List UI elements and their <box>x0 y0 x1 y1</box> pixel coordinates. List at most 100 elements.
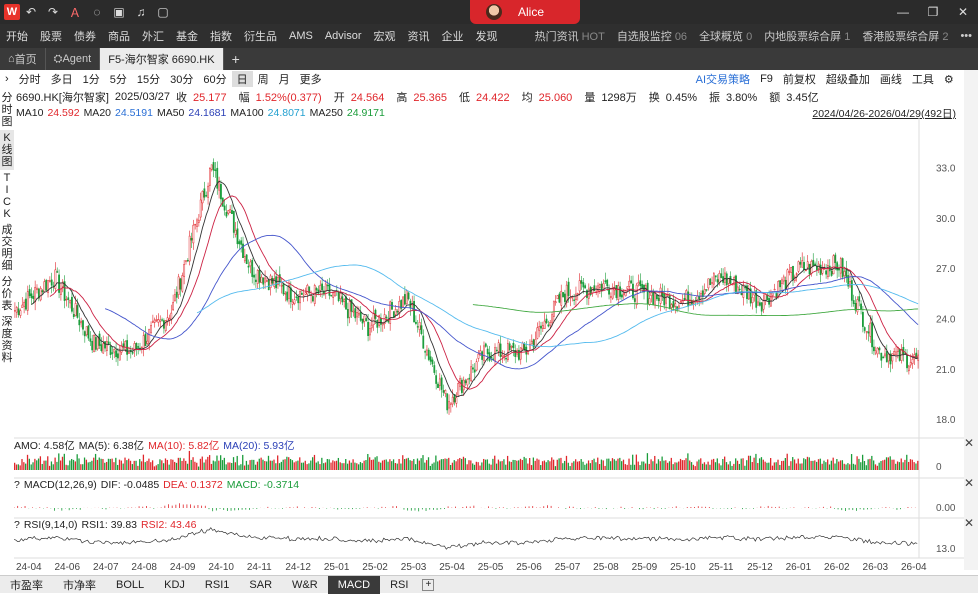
tab-home[interactable]: ⌂ 首页 <box>0 48 46 70</box>
volume-bar <box>573 461 575 470</box>
period-button[interactable]: 15分 <box>136 74 161 86</box>
indicator-tab[interactable]: KDJ <box>164 578 185 591</box>
tool-button[interactable]: 画线 <box>879 74 902 86</box>
volume-bar <box>659 461 661 470</box>
settings-icon[interactable]: ⚙ <box>943 73 954 86</box>
menu-item[interactable]: Advisor <box>324 30 362 42</box>
monitor-icon[interactable]: ▣ <box>113 5 125 19</box>
menu-item[interactable]: 基金 <box>176 31 198 43</box>
tool-button[interactable]: 前复权 <box>782 74 816 86</box>
period-button[interactable]: 5分 <box>109 74 127 86</box>
tool-button[interactable]: 超级叠加 <box>825 74 870 86</box>
candle-body <box>512 342 515 349</box>
period-button[interactable]: 30分 <box>170 74 194 86</box>
right-scrollbar[interactable] <box>964 70 978 570</box>
candle-body <box>481 351 484 360</box>
undo-icon[interactable]: ↶ <box>25 5 37 19</box>
view-tab[interactable]: 分时图 <box>1 92 13 128</box>
volume-bar <box>14 462 16 470</box>
candle-body <box>30 293 33 299</box>
menu-item[interactable]: 指数 <box>210 31 232 43</box>
period-button[interactable]: 分时 <box>18 74 41 86</box>
period-button[interactable]: 周 <box>257 74 269 86</box>
menu-item[interactable]: 资讯 <box>407 31 430 43</box>
chat-icon[interactable]: ◌ <box>93 5 101 19</box>
menu-item[interactable]: 衍生品 <box>244 31 277 43</box>
quick-link[interactable]: 全球概览 0 <box>699 31 753 43</box>
candle-body <box>214 169 217 172</box>
candle-body <box>836 262 839 271</box>
menu-item[interactable]: 企业 <box>441 31 464 43</box>
volume-bar <box>541 461 544 470</box>
volume-bar <box>247 464 249 470</box>
menu-item[interactable]: 股票 <box>40 31 62 43</box>
period-button[interactable]: 月 <box>278 74 290 86</box>
add-tab-icon[interactable]: + <box>231 51 240 67</box>
close-icon[interactable]: ✕ <box>957 5 969 19</box>
volume-bar <box>61 456 64 470</box>
layout-icon[interactable]: ▢ <box>157 5 169 19</box>
candle-body <box>898 348 901 361</box>
tab-stock[interactable]: F5-海尔智家 6690.HK <box>100 48 224 70</box>
volume-bar <box>186 463 189 470</box>
indicator-tab[interactable]: SAR <box>249 578 273 591</box>
period-button[interactable]: 60分 <box>203 74 227 86</box>
tool-button[interactable]: 工具 <box>911 74 934 86</box>
volume-bar <box>100 458 102 470</box>
restore-icon[interactable]: ❐ <box>927 5 939 19</box>
bell-icon[interactable]: ♫ <box>136 5 146 19</box>
quick-link[interactable]: 香港股票综合屏 2 <box>862 31 949 43</box>
help-icon[interactable]: ? <box>14 479 20 491</box>
indicator-tab[interactable]: RSI1 <box>204 578 230 591</box>
volume-bar <box>799 463 801 470</box>
view-tab[interactable]: 深度资料 <box>1 316 13 364</box>
quick-link[interactable]: 内地股票综合屏 1 <box>764 31 851 43</box>
volume-bar <box>797 458 799 470</box>
indicator-tab[interactable]: 市盈率 <box>10 579 43 592</box>
candle-body <box>251 260 254 277</box>
view-tab[interactable]: 成交明细 <box>1 224 13 272</box>
close-amo-icon[interactable]: ✕ <box>963 436 974 450</box>
tool-button[interactable]: F9 <box>760 73 773 85</box>
menu-item[interactable]: 商品 <box>108 31 130 43</box>
font-icon[interactable]: Ａ <box>68 5 81 20</box>
menu-item[interactable]: AMS <box>289 30 313 42</box>
volume-bar <box>43 460 45 470</box>
period-button[interactable]: 1分 <box>82 74 100 86</box>
more-icon[interactable]: ••• <box>960 30 972 42</box>
indicator-tab[interactable]: W&R <box>292 578 318 591</box>
menu-item[interactable]: 发现 <box>475 31 498 43</box>
minimize-icon[interactable]: — <box>897 5 909 19</box>
indicator-tab[interactable]: RSI <box>390 578 409 591</box>
quick-link[interactable]: 热门资讯 HOT <box>534 31 605 43</box>
volume-bar <box>128 458 130 470</box>
expand-icon[interactable]: › <box>5 73 9 85</box>
chart-area[interactable]: 33.0 30.0 27.0 24.0 21.0 18.0 0 0.00 13.0 24-04 24… <box>14 118 964 574</box>
date-range[interactable]: 2024/04/26-2026/04/29(492日) <box>812 108 956 120</box>
candle-body <box>289 287 292 303</box>
quick-link[interactable]: 自选股监控 06 <box>616 31 688 43</box>
period-button[interactable]: 更多 <box>299 74 322 86</box>
menu-item[interactable]: 开始 <box>6 31 28 43</box>
help-icon[interactable]: ? <box>14 519 20 531</box>
indicator-tab[interactable]: 市净率 <box>63 579 96 592</box>
user-badge[interactable]: Alice <box>470 0 580 24</box>
view-tab[interactable]: 分价表 <box>1 276 13 312</box>
period-button[interactable]: 多日 <box>50 74 73 86</box>
menu-item[interactable]: 债券 <box>74 31 96 43</box>
redo-icon[interactable]: ↷ <box>47 5 59 19</box>
menu-item[interactable]: 宏观 <box>373 31 396 43</box>
indicator-tab[interactable]: MACD <box>327 575 381 594</box>
add-indicator-icon[interactable]: + <box>422 578 435 591</box>
tool-button[interactable]: AI交易策略 <box>695 74 751 86</box>
close-rsi-icon[interactable]: ✕ <box>963 516 974 530</box>
tab-agent[interactable]: ⛭ Agent <box>46 48 101 70</box>
menu-item[interactable]: 外汇 <box>142 31 164 43</box>
period-button[interactable]: 日 <box>231 71 253 87</box>
close-macd-icon[interactable]: ✕ <box>963 476 974 490</box>
indicator-tab[interactable]: BOLL <box>116 578 145 591</box>
candle-body <box>856 299 859 313</box>
